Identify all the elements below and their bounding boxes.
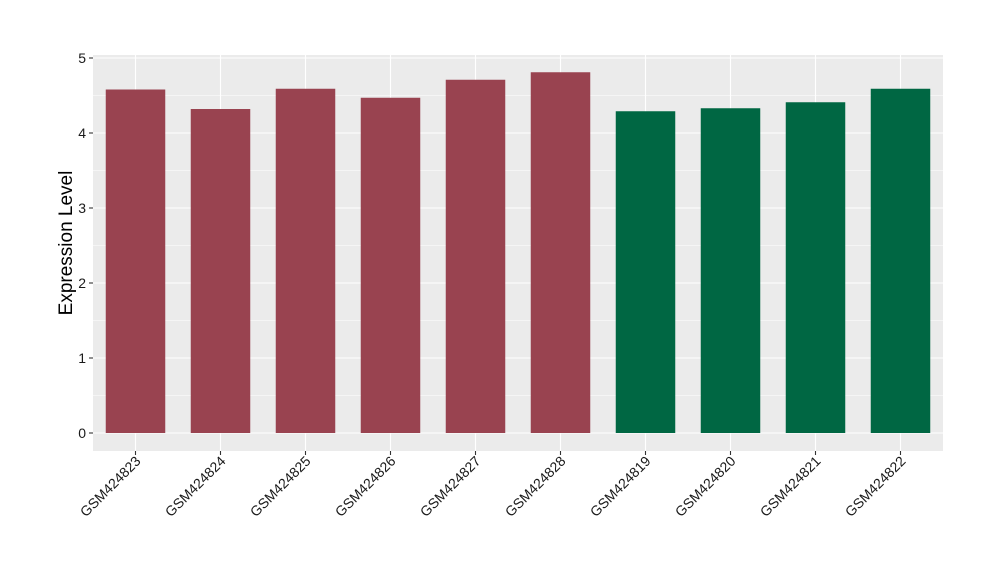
- bar-GSM424825: [275, 88, 336, 433]
- x-tick-label: GSM424822: [842, 453, 909, 520]
- x-tick-label: GSM424828: [502, 453, 569, 520]
- bar-GSM424823: [105, 89, 166, 433]
- x-tick-label: GSM424827: [417, 453, 484, 520]
- y-tick-label: 4: [78, 125, 86, 141]
- bar-GSM424821: [785, 102, 846, 433]
- bar-GSM424822: [870, 88, 931, 433]
- x-tick-label: GSM424826: [332, 453, 399, 520]
- bar-GSM424824: [190, 109, 251, 433]
- y-axis: 0 1 2 3 4 5: [78, 50, 93, 441]
- x-tick-label: GSM424819: [587, 453, 654, 520]
- bars: [105, 72, 931, 433]
- x-axis: GSM424823 GSM424824 GSM424825 GSM424826 GSM4…: [77, 451, 909, 520]
- x-tick-label: GSM424823: [77, 453, 144, 520]
- bar-GSM424828: [530, 72, 591, 433]
- y-axis-title: Expression Level: [56, 171, 77, 316]
- y-tick-label: 2: [78, 275, 86, 291]
- x-tick-label: GSM424825: [247, 453, 314, 520]
- bar-GSM424827: [445, 79, 506, 433]
- x-tick-label: GSM424821: [757, 453, 824, 520]
- x-tick-label: GSM424824: [162, 453, 229, 520]
- bar-GSM424826: [360, 97, 421, 433]
- bar-GSM424819: [615, 111, 676, 433]
- bar-GSM424820: [700, 108, 761, 433]
- y-tick-label: 3: [78, 200, 86, 216]
- y-tick-label: 1: [78, 350, 86, 366]
- y-tick-label: 5: [78, 50, 86, 66]
- x-tick-label: GSM424820: [672, 453, 739, 520]
- y-tick-label: 0: [78, 425, 86, 441]
